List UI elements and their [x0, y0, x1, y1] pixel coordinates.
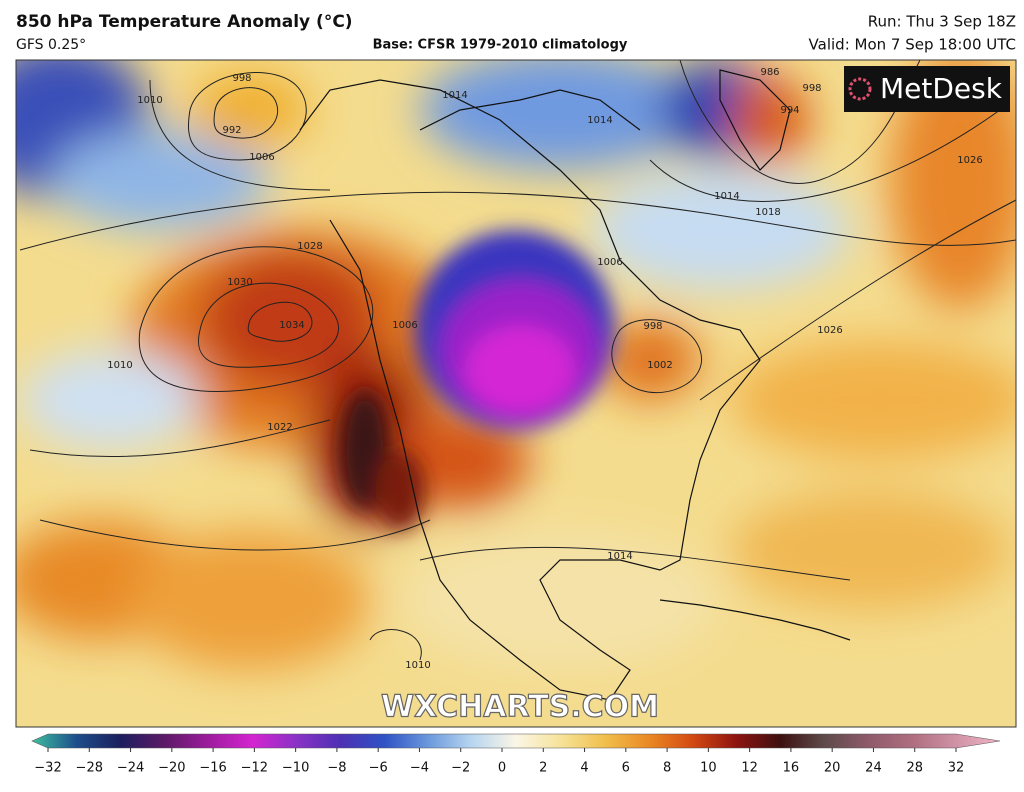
isobar-label: 986 [760, 67, 779, 78]
colorbar: −32 −28 −24 −20 −16 −12 −10 −8 −6 −4 −2 0 2 4 6 8 10 12 16… [31, 733, 1001, 776]
colorbar-tick-label: −16 [199, 761, 226, 776]
isobar-label: 1034 [279, 320, 304, 331]
colorbar-tick-label: −10 [282, 761, 309, 776]
colorbar-tick-label: −24 [117, 761, 144, 776]
colorbar-tick-label: 12 [741, 761, 758, 776]
isobar-label: 1014 [607, 551, 632, 562]
isobar-label: 1028 [297, 241, 322, 252]
map: 998 992 1006 1010 1014 1010 1028 1030 1034 1022 10… [16, 60, 1016, 727]
colorbar-tick-label: −8 [327, 761, 346, 776]
colorbar-tick-label: 8 [663, 761, 671, 776]
isobar-label: 998 [802, 83, 821, 94]
colorbar-tick-label: 28 [906, 761, 923, 776]
isobar-label: 1014 [714, 191, 739, 202]
colorbar-tick-label: −4 [410, 761, 429, 776]
colorbar-tick-label: −6 [369, 761, 388, 776]
logo: MetDesk [844, 66, 1010, 112]
isobar-label: 1010 [107, 360, 132, 371]
isobar-label: 1002 [647, 360, 672, 371]
colorbar-tick-label: −20 [158, 761, 185, 776]
colorbar-bar [31, 733, 1001, 749]
watermark: WXCHARTS.COM [381, 690, 659, 725]
isobar-label: 1030 [227, 277, 252, 288]
isobar-labels: 998 992 1006 1010 1014 1010 1028 1030 1034 1022 10… [107, 67, 982, 671]
isobar-label: 1022 [267, 422, 292, 433]
valid: Valid: Mon 7 Sep 18:00 UTC [809, 36, 1016, 54]
isobar-label: 1006 [249, 152, 274, 163]
title: 850 hPa Temperature Anomaly (°C) [16, 12, 353, 32]
isobar-label: 992 [222, 125, 241, 136]
colorbar-tick-label: 6 [622, 761, 630, 776]
map-frame [15, 59, 1017, 728]
isobar-label: 998 [232, 73, 251, 84]
colorbar-tick-label: 2 [539, 761, 547, 776]
isobar-label: 1018 [755, 207, 780, 218]
colorbar-tick-label: 32 [948, 761, 965, 776]
isobar-label: 994 [780, 105, 799, 116]
colorbar-tick-label: −12 [241, 761, 268, 776]
colorbar-tick-label: 24 [865, 761, 882, 776]
colorbar-tick-label: 0 [498, 761, 506, 776]
colorbar-tick-label: 4 [580, 761, 588, 776]
colorbar-tick-label: −28 [76, 761, 103, 776]
model: GFS 0.25° [16, 37, 86, 53]
isobar-label: 1010 [137, 95, 162, 106]
logo-text: MetDesk [880, 72, 1003, 105]
base: Base: CFSR 1979-2010 climatology [373, 38, 628, 53]
isobar-label: 1010 [405, 660, 430, 671]
colorbar-tick-label: −32 [34, 761, 61, 776]
run: Run: Thu 3 Sep 18Z [868, 13, 1016, 31]
isobar-label: 1006 [392, 320, 417, 331]
isobar-label: 1014 [442, 90, 467, 101]
colorbar-tick-label: 16 [783, 761, 800, 776]
isobar-label: 1006 [597, 257, 622, 268]
isobar-label: 1026 [957, 155, 982, 166]
colorbar-tick-label: 20 [824, 761, 841, 776]
colorbar-tick-label: 10 [700, 761, 717, 776]
isobar-label: 1026 [817, 325, 842, 336]
isobar-label: 998 [643, 321, 662, 332]
isobar-label: 1014 [587, 115, 612, 126]
colorbar-tick-label: −2 [451, 761, 470, 776]
